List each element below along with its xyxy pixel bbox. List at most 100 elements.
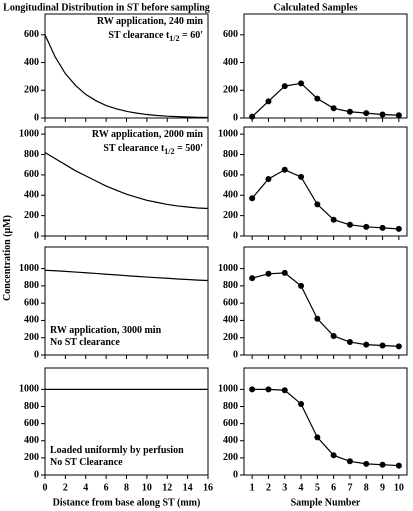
y-tick-label: 800 xyxy=(223,149,238,160)
y-tick-label: 0 xyxy=(34,230,39,241)
data-point xyxy=(314,315,321,322)
data-point xyxy=(265,386,272,393)
annotation-text: RW application, 240 min xyxy=(97,16,204,27)
data-point xyxy=(346,339,353,346)
annotation-text: RW application, 2000 min xyxy=(92,129,204,140)
data-point xyxy=(298,173,305,180)
y-tick-label: 600 xyxy=(24,169,39,180)
y-tick-label: 600 xyxy=(24,29,39,40)
y-tick-label: 1000 xyxy=(218,128,238,139)
data-point xyxy=(395,462,402,469)
x-tick-label: 6 xyxy=(104,482,109,493)
y-tick-label: 200 xyxy=(24,452,39,463)
x-tick-label: 1 xyxy=(250,482,255,493)
data-point xyxy=(395,225,402,232)
y-tick-label: 1000 xyxy=(218,384,238,395)
x-tick-label: 4 xyxy=(83,482,88,493)
y-tick-label: 600 xyxy=(223,418,238,429)
data-point xyxy=(281,83,288,90)
plot-frame xyxy=(243,126,408,237)
annotation-text: RW application, 3000 min xyxy=(50,325,162,336)
annotation-text: No ST clearance xyxy=(50,337,120,348)
y-tick-label: 800 xyxy=(24,280,39,291)
y-tick-label: 200 xyxy=(223,210,238,221)
y-axis-label: Concentration (μM) xyxy=(2,215,13,301)
data-line xyxy=(251,82,399,118)
data-point xyxy=(363,110,370,117)
y-tick-label: 800 xyxy=(24,401,39,412)
data-point xyxy=(281,387,288,394)
data-point xyxy=(265,98,272,105)
y-tick-label: 200 xyxy=(223,332,238,343)
y-tick-label: 600 xyxy=(24,297,39,308)
data-point xyxy=(298,400,305,407)
annotation-text: ST clearance t xyxy=(103,143,165,154)
y-tick-label: 400 xyxy=(223,57,238,68)
y-tick-label: 200 xyxy=(223,85,238,96)
y-tick-label: 400 xyxy=(223,315,238,326)
data-point xyxy=(363,341,370,348)
y-tick-label: 1000 xyxy=(19,263,39,274)
data-point xyxy=(395,112,402,119)
data-line xyxy=(252,388,399,467)
data-point xyxy=(298,80,305,87)
x-tick-label: 6 xyxy=(331,482,336,493)
data-point xyxy=(379,342,386,349)
y-tick-label: 0 xyxy=(34,349,39,360)
data-point xyxy=(363,460,370,467)
annotation: No ST clearance xyxy=(50,337,120,348)
y-tick-label: 800 xyxy=(223,280,238,291)
annotation: Loaded uniformly by perfusion xyxy=(50,445,184,456)
x-tick-label: 5 xyxy=(315,482,320,493)
data-point xyxy=(249,275,256,282)
plot-frame xyxy=(243,13,408,119)
y-tick-label: 400 xyxy=(24,190,39,201)
annotation-text: ST clearance t xyxy=(108,30,170,41)
annotation: RW application, 3000 min xyxy=(50,325,162,336)
x-tick-label: 2 xyxy=(266,482,271,493)
data-point xyxy=(379,111,386,118)
y-tick-label: 200 xyxy=(24,332,39,343)
annotation-subscript: 1/2 xyxy=(169,34,179,43)
x-tick-label: 14 xyxy=(183,482,193,493)
x-tick-label: 12 xyxy=(162,482,172,493)
panel-title: Calculated Samples xyxy=(273,2,357,13)
data-point xyxy=(346,458,353,465)
x-tick-label: 3 xyxy=(282,482,287,493)
data-line xyxy=(44,151,209,210)
y-tick-label: 0 xyxy=(34,469,39,480)
annotation: RW application, 2000 min xyxy=(92,129,204,140)
plot-frame xyxy=(243,367,408,476)
data-point xyxy=(281,166,288,173)
data-point xyxy=(363,223,370,230)
data-point xyxy=(249,195,256,202)
y-tick-label: 600 xyxy=(223,297,238,308)
y-tick-label: 1000 xyxy=(218,263,238,274)
panel-title: Longitudinal Distribution in ST before s… xyxy=(3,2,210,13)
y-tick-label: 0 xyxy=(34,112,39,123)
x-axis-label: Distance from base along ST (mm) xyxy=(53,497,201,508)
annotation-text: Loaded uniformly by perfusion xyxy=(50,445,184,456)
x-tick-label: 9 xyxy=(380,482,385,493)
data-point xyxy=(281,269,288,276)
data-point xyxy=(265,270,272,277)
annotation: No ST Clearance xyxy=(50,457,123,468)
y-tick-label: 600 xyxy=(24,418,39,429)
data-point xyxy=(265,175,272,182)
y-tick-label: 400 xyxy=(223,435,238,446)
y-tick-label: 400 xyxy=(223,190,238,201)
x-tick-label: 8 xyxy=(364,482,369,493)
data-point xyxy=(346,108,353,115)
y-tick-label: 800 xyxy=(24,149,39,160)
annotation: ST clearance t1/2 = 500' xyxy=(103,143,203,156)
annotation: ST clearance t1/2 = 60' xyxy=(108,30,203,43)
data-line xyxy=(44,269,209,282)
y-tick-label: 400 xyxy=(24,435,39,446)
data-point xyxy=(330,332,337,339)
x-tick-label: 2 xyxy=(63,482,68,493)
y-tick-label: 0 xyxy=(233,349,238,360)
x-tick-label: 4 xyxy=(299,482,304,493)
data-point xyxy=(379,461,386,468)
plot-frame xyxy=(243,246,408,356)
